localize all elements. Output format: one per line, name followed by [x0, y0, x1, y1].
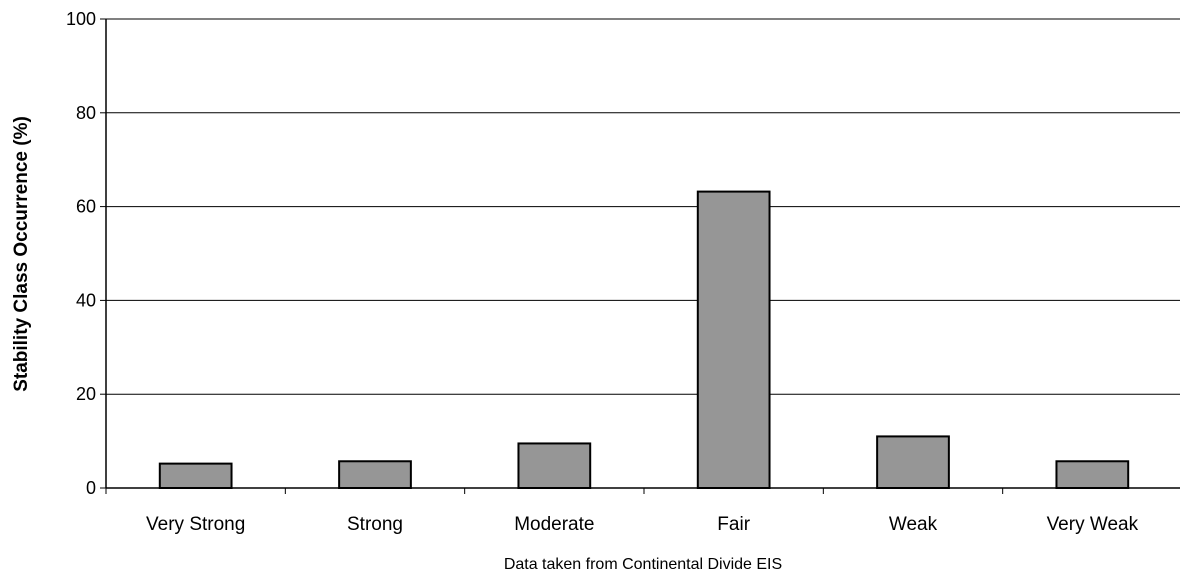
y-axis-title: Stability Class Occurrence (%) [11, 116, 32, 392]
x-tick-label: Fair [717, 514, 750, 535]
x-tick-label: Weak [889, 514, 938, 535]
axes [100, 18, 1180, 494]
x-tick-label: Strong [347, 514, 403, 535]
x-tick-label: Moderate [514, 514, 594, 535]
bar-weak [876, 435, 950, 490]
x-axis-title: Data taken from Continental Divide EIS [504, 556, 782, 573]
bars [158, 190, 1130, 490]
bar-moderate [517, 442, 592, 490]
y-tick-label: 100 [66, 9, 96, 29]
y-tick-label: 40 [76, 290, 96, 310]
x-tick-label: Very Weak [1047, 514, 1139, 535]
x-tick-label: Very Strong [146, 514, 245, 535]
bar-strong [338, 460, 412, 489]
bar-fair [696, 190, 771, 489]
tick-labels: 0 20 40 60 80 100 Very Strong Strong Moderate Fai… [66, 9, 1139, 535]
bar-very-strong [158, 462, 233, 489]
bar-very-weak [1055, 460, 1130, 489]
y-tick-label: 60 [76, 197, 96, 217]
gridlines [106, 18, 1180, 395]
y-tick-label: 20 [76, 384, 96, 404]
y-tick-label: 80 [76, 103, 96, 123]
y-tick-label: 0 [86, 478, 96, 498]
